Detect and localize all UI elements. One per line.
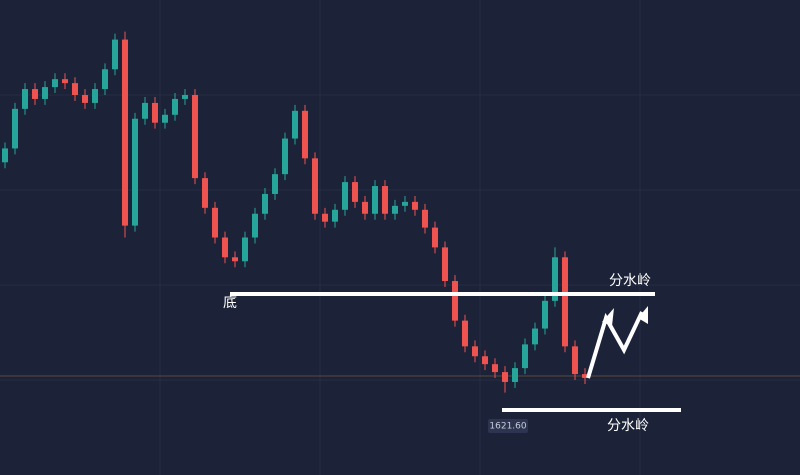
watershed-label: 分水岭 (609, 273, 651, 289)
candle-body (82, 95, 88, 103)
candle-body (292, 110, 298, 139)
candle-body (452, 281, 458, 321)
candle-body (552, 257, 558, 301)
candle-body (172, 98, 178, 115)
candle-body (302, 110, 308, 159)
bottom-label: 底 (223, 295, 237, 311)
candle-body (132, 118, 138, 226)
candle-body (422, 209, 428, 228)
candle-body (12, 108, 18, 149)
candle-body (142, 102, 148, 119)
candle-body (72, 83, 78, 95)
candle-body (542, 300, 548, 329)
candle-body (532, 328, 538, 345)
candle-body (342, 182, 348, 210)
candle-body (22, 89, 28, 109)
candle-body (262, 193, 268, 214)
candle-body (472, 346, 478, 357)
candle-body (212, 207, 218, 238)
candle-body (412, 201, 418, 210)
candle-body (582, 374, 588, 379)
candle-body (182, 95, 188, 99)
candle-body (362, 201, 368, 214)
candle-body (482, 356, 488, 365)
price-tag-text: 1621.60 (489, 422, 526, 432)
candle-body (512, 368, 518, 382)
candle-body (502, 372, 508, 382)
watershed-label: 分水岭 (607, 418, 649, 434)
candle-body (242, 237, 248, 262)
candle-body (402, 201, 408, 206)
candle-body (92, 89, 98, 103)
candle-body (62, 79, 68, 84)
candle-body (52, 79, 58, 88)
candle-body (352, 182, 358, 202)
candle-body (462, 320, 468, 347)
candle-body (232, 257, 238, 262)
candle-body (432, 227, 438, 248)
candle-body (332, 209, 338, 222)
candle-body (192, 95, 198, 179)
candle-body (572, 346, 578, 375)
candle-body (102, 69, 108, 90)
candle-body (522, 344, 528, 369)
candle-body (492, 364, 498, 373)
candle-body (312, 158, 318, 214)
candle-body (282, 138, 288, 175)
candle-body (382, 186, 388, 214)
candle-body (42, 87, 48, 99)
candle-body (392, 205, 398, 214)
candle-body (202, 178, 208, 208)
forecast-arrow (586, 311, 644, 379)
candle-body (112, 39, 118, 70)
candle-body (152, 102, 158, 123)
price-tag (488, 419, 528, 433)
candle-body (562, 257, 568, 347)
candle-body (2, 148, 8, 163)
candle-body (32, 89, 38, 99)
candle-body (252, 213, 258, 238)
candle-body (272, 174, 278, 194)
candle-body (372, 186, 378, 214)
candle-body (442, 247, 448, 282)
arrow-head (638, 306, 648, 324)
candles (2, 31, 588, 393)
candle-body (162, 114, 168, 123)
candle-body (222, 237, 228, 258)
candle-body (322, 213, 328, 222)
candle-body (122, 39, 128, 226)
arrow-head (602, 308, 614, 326)
